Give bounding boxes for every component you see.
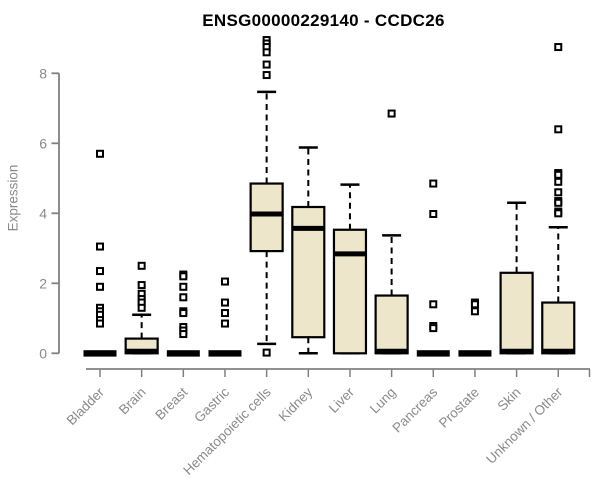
outlier-point	[554, 125, 563, 134]
y-tick-label: 6	[39, 135, 47, 151]
outlier-point	[554, 188, 563, 197]
outlier-point	[96, 319, 104, 328]
collapsed-box-bar	[208, 350, 242, 357]
box-group-brain	[124, 261, 159, 355]
outlier-point	[96, 282, 104, 291]
x-category-label: Brain	[116, 385, 149, 418]
box-group-lung	[374, 109, 409, 355]
outlier-point	[429, 210, 438, 218]
outlier-point	[137, 281, 146, 290]
outlier-point	[96, 267, 104, 276]
collapsed-box-bar	[166, 350, 200, 357]
outlier-point	[262, 71, 271, 80]
outlier-point	[179, 330, 188, 339]
x-category-label: Pancreas	[389, 384, 440, 435]
box-group-pancreas	[416, 179, 450, 357]
outlier-point	[429, 179, 438, 188]
box-group-gastric	[208, 277, 242, 357]
outlier-point	[554, 43, 563, 52]
outlier-point	[429, 300, 438, 309]
x-category-label: Unknown / Other	[483, 384, 566, 467]
y-tick-label: 2	[39, 275, 47, 291]
box-group-unknown-other	[541, 43, 576, 355]
collapsed-box-bar	[83, 350, 117, 357]
x-category-label: Skin	[495, 385, 524, 414]
outlier-point	[179, 282, 188, 291]
box-rect	[374, 294, 409, 355]
outlier-point	[554, 198, 563, 207]
x-category-label: Breast	[152, 384, 190, 422]
x-category-label: Lung	[367, 385, 399, 417]
box-rect	[332, 228, 368, 355]
outlier-point	[470, 307, 479, 316]
outlier-point	[220, 309, 229, 318]
y-tick-label: 4	[39, 205, 47, 221]
outlier-point	[262, 48, 271, 57]
outlier-point	[262, 60, 271, 69]
box-group-liver	[332, 183, 368, 355]
outlier-point	[137, 261, 146, 270]
box-group-kidney	[291, 146, 326, 355]
outlier-point	[554, 177, 563, 186]
outlier-point	[220, 319, 229, 328]
outlier-point	[96, 242, 104, 251]
outlier-point	[96, 149, 104, 158]
box-rect	[541, 301, 576, 355]
x-category-label: Kidney	[276, 384, 316, 424]
y-tick-label: 0	[39, 345, 47, 361]
collapsed-box-bar	[458, 350, 492, 357]
box-group-breast	[166, 270, 200, 357]
outlier-point	[179, 309, 188, 318]
x-category-label: Bladder	[64, 384, 108, 428]
outlier-point	[179, 272, 188, 281]
x-category-label: Gastric	[191, 384, 232, 425]
x-category-label: Liver	[326, 384, 358, 416]
outlier-point	[179, 293, 188, 302]
box-rect	[249, 182, 284, 253]
outlier-point	[554, 209, 563, 218]
chart-title: ENSG00000229140 - CCDC26	[202, 11, 445, 30]
boxes-group	[83, 36, 576, 357]
outlier-point	[554, 170, 563, 179]
x-category-label: Prostate	[436, 385, 482, 431]
outlier-point	[429, 324, 438, 333]
box-group-hematopoietic-cells	[249, 36, 284, 357]
box-group-skin	[499, 201, 534, 355]
outlier-point	[470, 300, 479, 309]
outlier-point	[220, 277, 229, 286]
outlier-point	[387, 109, 396, 118]
box-group-bladder	[83, 149, 117, 357]
y-tick-label: 8	[39, 65, 47, 81]
box-rect	[499, 271, 534, 355]
outlier-point	[220, 298, 229, 307]
outlier-point	[137, 303, 146, 312]
outlier-point	[262, 348, 271, 357]
box-group-prostate	[458, 298, 492, 357]
collapsed-box-bar	[416, 350, 450, 357]
